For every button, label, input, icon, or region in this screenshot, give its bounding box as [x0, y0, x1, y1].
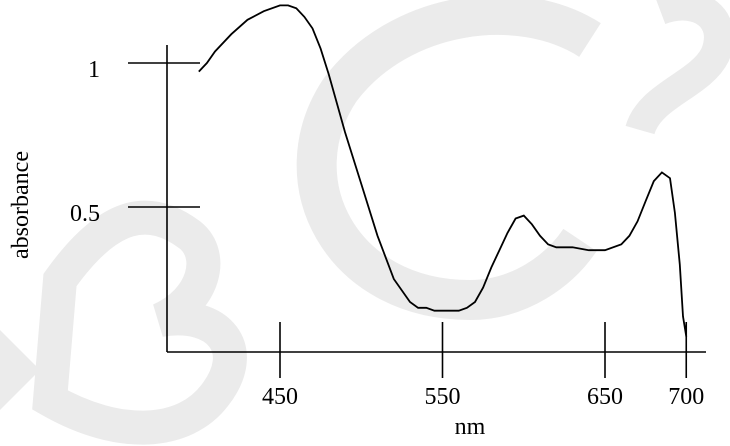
x-tick-label-450: 450 — [262, 384, 298, 410]
y-tick-label-1: 1 — [88, 57, 100, 83]
x-tick-label-700: 700 — [668, 384, 704, 410]
axes — [166, 45, 706, 353]
tick-labels: 450 550 650 700 1 0.5 — [70, 57, 704, 410]
watermark-letter-b — [32, 200, 247, 445]
watermark-bar — [0, 330, 40, 410]
watermark-letter-c — [296, 0, 601, 321]
y-tick-label-0.5: 0.5 — [70, 201, 100, 227]
absorbance-curve — [198, 4, 688, 337]
x-tick-label-650: 650 — [587, 384, 623, 410]
x-axis-label: nm — [455, 414, 486, 440]
y-axis-label: absorbance — [8, 151, 34, 259]
watermark-letter-s — [625, 0, 730, 136]
x-tick-label-550: 550 — [425, 384, 461, 410]
